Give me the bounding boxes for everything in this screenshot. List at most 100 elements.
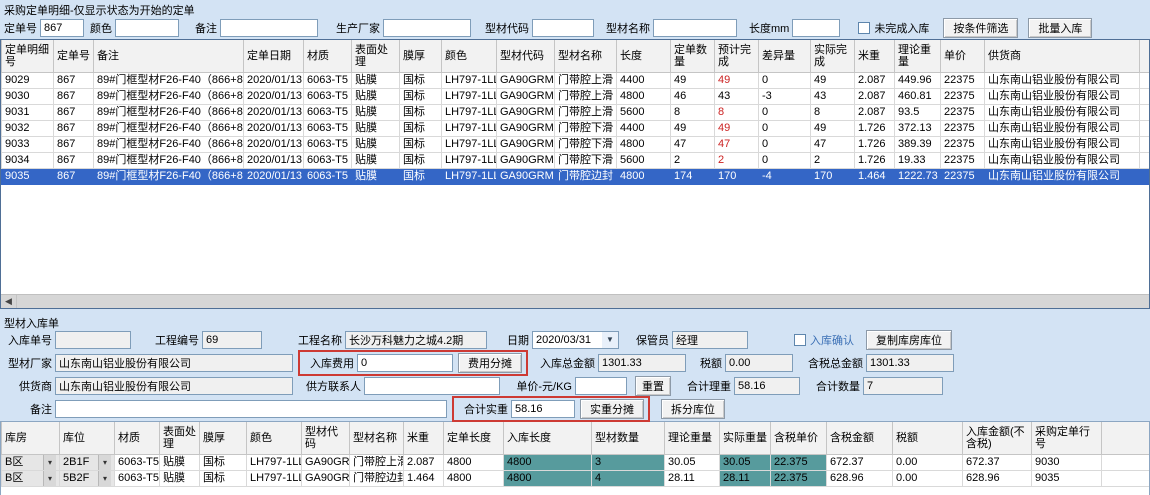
column-header[interactable]: 备注 — [93, 40, 244, 73]
inbound-fee-input[interactable] — [357, 354, 453, 372]
grid-cell[interactable]: 6063-T5 — [114, 453, 160, 471]
grid-cell[interactable]: 2.087 — [403, 453, 444, 471]
column-header[interactable]: 定单数量 — [670, 40, 715, 73]
grid-cell[interactable]: 0 — [758, 151, 811, 169]
grid-cell[interactable]: 22375 — [940, 167, 985, 185]
grid-cell[interactable]: 4800 — [616, 87, 671, 105]
grid-cell[interactable]: 89#门框型材F26-F40（866+867） — [93, 119, 244, 137]
actual-weight-share-button[interactable]: 实重分摊 — [580, 399, 644, 419]
grid-cell[interactable]: 0.00 — [892, 469, 963, 487]
total-actual-weight-input[interactable] — [511, 400, 575, 418]
grid-cell[interactable]: 贴膜 — [351, 87, 400, 105]
grid-cell[interactable]: 89#门框型材F26-F40（866+867） — [93, 71, 244, 89]
grid-cell[interactable]: B区 ▾ — [1, 453, 60, 471]
grid-cell[interactable]: 2 — [670, 151, 715, 169]
grid-cell[interactable]: 贴膜 — [351, 135, 400, 153]
grid-cell[interactable]: 6063-T5 — [303, 87, 352, 105]
total-qty-field[interactable] — [863, 377, 943, 395]
column-header[interactable]: 实际重量 — [719, 422, 771, 455]
column-header[interactable]: 型材代码 — [496, 40, 555, 73]
date-field[interactable] — [532, 331, 602, 349]
column-header[interactable]: 理论重量 — [894, 40, 941, 73]
grid-cell[interactable]: 9034 — [1, 151, 54, 169]
grid-cell[interactable]: 30.05 — [664, 453, 720, 471]
grid-cell[interactable]: 22375 — [940, 151, 985, 169]
grid-cell[interactable]: 国标 — [399, 135, 442, 153]
grid-cell[interactable]: 628.96 — [826, 469, 893, 487]
column-header[interactable]: 型材数量 — [591, 422, 665, 455]
grid-cell[interactable]: 2.087 — [854, 87, 895, 105]
grid-cell[interactable]: 47 — [714, 135, 759, 153]
grid-cell[interactable]: -4 — [758, 167, 811, 185]
grid-cell[interactable]: 贴膜 — [351, 71, 400, 89]
grid-cell[interactable]: 9035 — [1, 167, 54, 185]
grid-cell[interactable]: LH797-1LL0 — [441, 167, 497, 185]
grid-cell[interactable]: 6063-T5 — [303, 151, 352, 169]
grid-cell[interactable]: 贴膜 — [351, 103, 400, 121]
grid-cell[interactable]: 山东南山铝业股份有限公司 — [984, 71, 1140, 89]
grid-cell[interactable]: 6063-T5 — [303, 119, 352, 137]
grid-cell[interactable]: 672.37 — [826, 453, 893, 471]
grid-cell[interactable]: 1222.73 — [894, 167, 941, 185]
calendar-dropdown-icon[interactable]: ▼ — [602, 331, 619, 349]
column-header[interactable]: 单价 — [940, 40, 985, 73]
grid-cell[interactable]: 1.464 — [403, 469, 444, 487]
grid-cell[interactable]: 22.375 — [770, 453, 827, 471]
grid-cell[interactable]: 4800 — [503, 453, 592, 471]
project-no-field[interactable] — [202, 331, 262, 349]
column-header[interactable]: 税额 — [892, 422, 963, 455]
column-header[interactable]: 差异量 — [758, 40, 811, 73]
split-location-button[interactable]: 拆分库位 — [661, 399, 725, 419]
grid-cell[interactable]: 49 — [670, 119, 715, 137]
grid-cell[interactable]: 9029 — [1, 71, 54, 89]
grid-cell[interactable]: 0 — [758, 119, 811, 137]
column-header[interactable]: 长度 — [616, 40, 671, 73]
grid-cell[interactable]: 2 — [810, 151, 855, 169]
grid-cell[interactable]: 门带腔边封 — [349, 469, 404, 487]
column-header[interactable]: 定单日期 — [243, 40, 304, 73]
grid-cell[interactable]: GA90GRM03 — [301, 453, 350, 471]
grid-cell[interactable]: 2020/01/13 — [243, 167, 304, 185]
tax-total-field[interactable] — [866, 354, 954, 372]
column-header[interactable]: 实际完成 — [810, 40, 855, 73]
grid-cell[interactable]: B区 ▾ — [1, 469, 60, 487]
grid-cell[interactable]: 2020/01/13 — [243, 71, 304, 89]
grid-cell[interactable]: 89#门框型材F26-F40（866+867） — [93, 87, 244, 105]
grid-cell[interactable]: 49 — [714, 119, 759, 137]
grid-cell[interactable]: 2020/01/13 — [243, 103, 304, 121]
column-header[interactable]: 颜色 — [246, 422, 302, 455]
table-row[interactable]: 902986789#门框型材F26-F40（866+867）2020/01/13… — [1, 71, 1149, 89]
grid-cell[interactable]: GA90GRM05 — [301, 469, 350, 487]
column-header[interactable]: 供货商 — [984, 40, 1140, 73]
grid-cell[interactable]: 1.726 — [854, 151, 895, 169]
column-header[interactable]: 表面处理 — [159, 422, 200, 455]
project-name-field[interactable] — [345, 331, 487, 349]
grid-cell[interactable]: 22375 — [940, 103, 985, 121]
grid-cell[interactable]: 1.464 — [854, 167, 895, 185]
keeper-field[interactable] — [672, 331, 748, 349]
factory-field[interactable] — [55, 354, 293, 372]
profile-code-filter-input[interactable] — [532, 18, 594, 37]
grid-cell[interactable]: 460.81 — [894, 87, 941, 105]
grid-cell[interactable]: GA90GRM03 — [496, 87, 555, 105]
table-row[interactable]: B区▾5B2F▾6063-T5贴膜国标LH797-1LL0GA90GRM05门带… — [1, 469, 1149, 487]
grid-cell[interactable]: 0 — [758, 135, 811, 153]
grid-cell[interactable]: 2020/01/13 — [243, 151, 304, 169]
grid-cell[interactable]: LH797-1LL0 — [441, 135, 497, 153]
column-header[interactable]: 库位 — [59, 422, 115, 455]
grid-cell[interactable]: 672.37 — [962, 453, 1032, 471]
grid-cell[interactable]: -3 — [758, 87, 811, 105]
inbound-no-field[interactable] — [55, 331, 131, 349]
grid-cell[interactable]: 170 — [810, 167, 855, 185]
inbound-confirm-checkbox[interactable] — [794, 334, 806, 346]
grid-cell[interactable]: 贴膜 — [159, 453, 200, 471]
grid-cell[interactable]: 49 — [810, 119, 855, 137]
table-row[interactable]: B区▾2B1F▾6063-T5贴膜国标LH797-1LL0GA90GRM03门带… — [1, 453, 1149, 471]
grid-cell[interactable]: 89#门框型材F26-F40（866+867） — [93, 103, 244, 121]
grid-cell[interactable]: 389.39 — [894, 135, 941, 153]
grid-cell[interactable]: 867 — [53, 71, 94, 89]
column-header[interactable]: 米重 — [403, 422, 444, 455]
grid-cell[interactable]: 89#门框型材F26-F40（866+867） — [93, 151, 244, 169]
grid-cell[interactable]: LH797-1LL0 — [441, 119, 497, 137]
grid-cell[interactable]: 山东南山铝业股份有限公司 — [984, 119, 1140, 137]
